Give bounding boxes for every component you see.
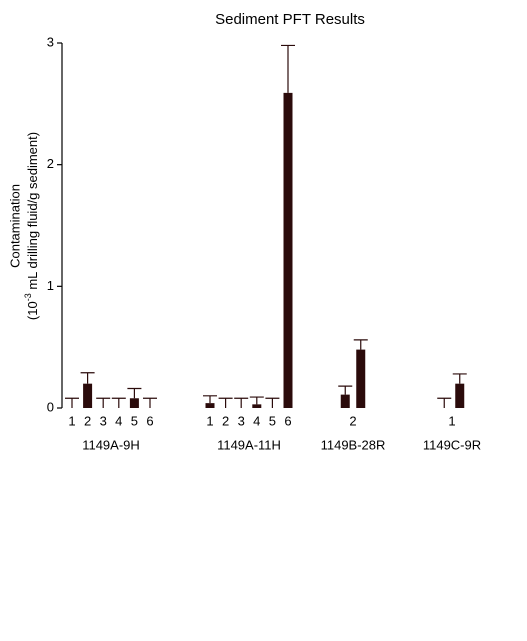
bar [356, 349, 366, 408]
y-axis-label-part: mL drilling fluid/g sediment) [25, 132, 40, 293]
error-bar [437, 397, 452, 408]
error-bar [234, 397, 249, 408]
x-tick-label: 5 [131, 413, 138, 428]
y-axis-label: (10-3 mL drilling fluid/g sediment) [23, 132, 40, 320]
error-bar [265, 397, 280, 408]
x-tick-label: 2 [84, 413, 91, 428]
bar [455, 383, 465, 408]
x-tick-label: 2 [349, 413, 356, 428]
error-bar [65, 397, 79, 408]
error-bar [203, 395, 217, 404]
group-label: 1149A-9H [82, 437, 140, 452]
x-tick-label: 3 [100, 413, 107, 428]
error-bar [143, 397, 157, 408]
error-bar [218, 397, 233, 408]
group-label: 1149A-11H [217, 437, 281, 452]
error-bar [338, 385, 353, 395]
bar [129, 398, 139, 408]
x-tick-label: 2 [222, 413, 229, 428]
x-tick-label: 1 [206, 413, 213, 428]
chart-title: Sediment PFT Results [215, 11, 365, 28]
error-bar [353, 339, 368, 350]
y-axis-label: Contamination [7, 184, 22, 268]
bar [83, 383, 93, 408]
error-bar [96, 397, 111, 408]
error-bar [80, 372, 95, 384]
x-tick-label: 1 [448, 413, 455, 428]
y-tick-label: 0 [47, 399, 54, 414]
y-axis-label-part: (10 [25, 301, 40, 320]
error-bar [452, 373, 467, 384]
error-bar [111, 397, 126, 408]
bar [340, 394, 350, 408]
bar [252, 404, 262, 408]
bar [205, 403, 215, 408]
x-tick-label: 1 [68, 413, 75, 428]
x-tick-label: 5 [269, 413, 276, 428]
group-label: 1149C-9R [423, 437, 481, 452]
y-axis-label-sup: -3 [23, 293, 33, 301]
error-bar [127, 387, 142, 399]
x-tick-label: 4 [115, 413, 122, 428]
y-tick-label: 2 [47, 156, 54, 171]
bar [283, 92, 293, 408]
error-bar [281, 44, 295, 93]
x-tick-label: 3 [238, 413, 245, 428]
y-tick-label: 3 [47, 34, 54, 49]
group-label: 1149B-28R [321, 437, 386, 452]
error-bar [249, 396, 264, 405]
y-tick-label: 1 [47, 278, 54, 293]
x-tick-label: 6 [146, 413, 153, 428]
x-tick-label: 4 [253, 413, 260, 428]
x-tick-label: 6 [284, 413, 291, 428]
